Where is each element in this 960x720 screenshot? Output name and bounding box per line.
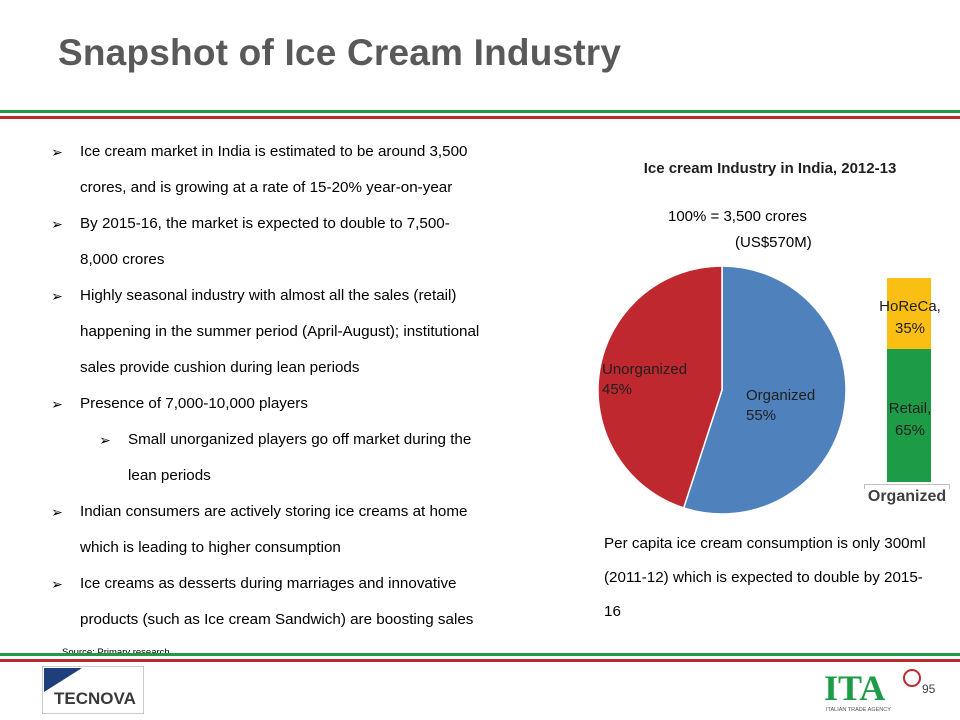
pie-label-unorganized-value: 45% xyxy=(602,381,633,398)
bullet-text: sales provide cushion during lean period… xyxy=(80,359,360,376)
ita-logo: ITA ITALIAN TRADE AGENCY xyxy=(824,668,921,713)
bar-label-retail: Retail, 65% xyxy=(862,398,958,442)
bar-bracket xyxy=(864,484,950,489)
bullet-text: crores, and is growing at a rate of 15-2… xyxy=(80,179,453,196)
bullet-item: crores, and is growing at a rate of 15-2… xyxy=(48,170,588,206)
page-number: 95 xyxy=(922,682,936,696)
bullet-arrow-icon: ➢ xyxy=(99,432,111,448)
chart-title: Ice cream Industry in India, 2012-13 xyxy=(643,160,897,177)
bullet-item: which is leading to higher consumption xyxy=(48,530,588,566)
pie-slice-organized xyxy=(682,265,847,515)
bullet-item: ➢ Ice creams as desserts during marriages… xyxy=(48,566,588,602)
bar-segment-retail xyxy=(887,349,931,482)
bar-label-horeca-name: HoReCa, xyxy=(879,298,941,315)
bar-label-retail-name: Retail, xyxy=(888,400,932,417)
ita-logo-subtext: ITALIAN TRADE AGENCY xyxy=(826,707,891,713)
bullet-arrow-icon: ➢ xyxy=(51,504,63,520)
pie-slice-unorganized xyxy=(597,265,723,509)
tecnova-logo-text: TECNOVA xyxy=(54,689,136,708)
bullet-item: ➢ Presence of 7,000-10,000 players xyxy=(48,386,588,422)
pie-label-organized-name: Organized xyxy=(746,387,816,404)
bullet-text: products (such as Ice cream Sandwich) ar… xyxy=(80,611,474,628)
bullet-text: lean periods xyxy=(128,467,211,484)
bar-label-retail-value: 65% xyxy=(894,422,926,439)
bar-segment-horeca xyxy=(887,278,931,350)
ita-mark-icon xyxy=(903,669,921,687)
bullet-text: 8,000 crores xyxy=(80,251,165,268)
pie-label-organized-value: 55% xyxy=(746,407,777,424)
bullet-arrow-icon: ➢ xyxy=(51,396,63,412)
bar-label-horeca: HoReCa, 35% xyxy=(862,296,958,340)
bullet-text: Presence of 7,000-10,000 players xyxy=(80,395,308,412)
bullet-item: happening in the summer period (April-Au… xyxy=(48,314,588,350)
bullet-arrow-icon: ➢ xyxy=(51,216,63,232)
bullet-item: products (such as Ice cream Sandwich) ar… xyxy=(48,602,588,638)
bullet-text: Ice creams as desserts during marriages … xyxy=(80,575,457,592)
slide-title: Snapshot of Ice Cream Industry xyxy=(58,32,622,73)
bullet-text: Indian consumers are actively storing ic… xyxy=(80,503,468,520)
top-divider xyxy=(0,110,960,119)
bullet-text: happening in the summer period (April-Au… xyxy=(80,323,480,340)
bullet-text: which is leading to higher consumption xyxy=(80,539,341,556)
bottom-divider xyxy=(0,653,960,662)
bullet-item: ➢ Highly seasonal industry with almost al… xyxy=(48,278,588,314)
ita-logo-text: ITA xyxy=(824,668,885,708)
bullet-list: ➢ Ice cream market in India is estimated … xyxy=(48,134,588,638)
bullet-item: 8,000 crores xyxy=(48,242,588,278)
bullet-text: Ice cream market in India is estimated t… xyxy=(80,143,468,160)
bullet-item: ➢ Ice cream market in India is estimated … xyxy=(48,134,588,170)
bullet-text: Small unorganized players go off market … xyxy=(128,431,472,448)
bullet-item: lean periods xyxy=(48,458,588,494)
bullet-item: ➢ Indian consumers are actively storing i… xyxy=(48,494,588,530)
bar-caption: Organized xyxy=(867,488,947,505)
market-share-pie-chart xyxy=(597,265,847,515)
bullet-arrow-icon: ➢ xyxy=(51,144,63,160)
consumption-note: Per capita ice cream consumption is only… xyxy=(604,535,926,620)
chart-total-line2: (US$570M) xyxy=(735,234,812,251)
bullet-text: Highly seasonal industry with almost all… xyxy=(80,287,457,304)
bar-label-horeca-value: 35% xyxy=(894,320,926,337)
bullet-item: sales provide cushion during lean period… xyxy=(48,350,588,386)
bullet-item: ➢ Small unorganized players go off market… xyxy=(48,422,588,458)
pie-label-organized: Organized 55% xyxy=(746,386,815,426)
chart-total-line1: 100% = 3,500 crores xyxy=(668,208,807,225)
pie-label-unorganized-name: Unorganized xyxy=(602,361,688,378)
tecnova-logo: TECNOVA xyxy=(42,666,144,714)
bullet-item: ➢ By 2015-16, the market is expected to d… xyxy=(48,206,588,242)
source-note: Source: Primary research xyxy=(62,647,170,658)
bullet-text: By 2015-16, the market is expected to do… xyxy=(80,215,450,232)
bullet-arrow-icon: ➢ xyxy=(51,576,63,592)
pie-label-unorganized: Unorganized 45% xyxy=(602,360,687,400)
bullet-arrow-icon: ➢ xyxy=(51,288,63,304)
